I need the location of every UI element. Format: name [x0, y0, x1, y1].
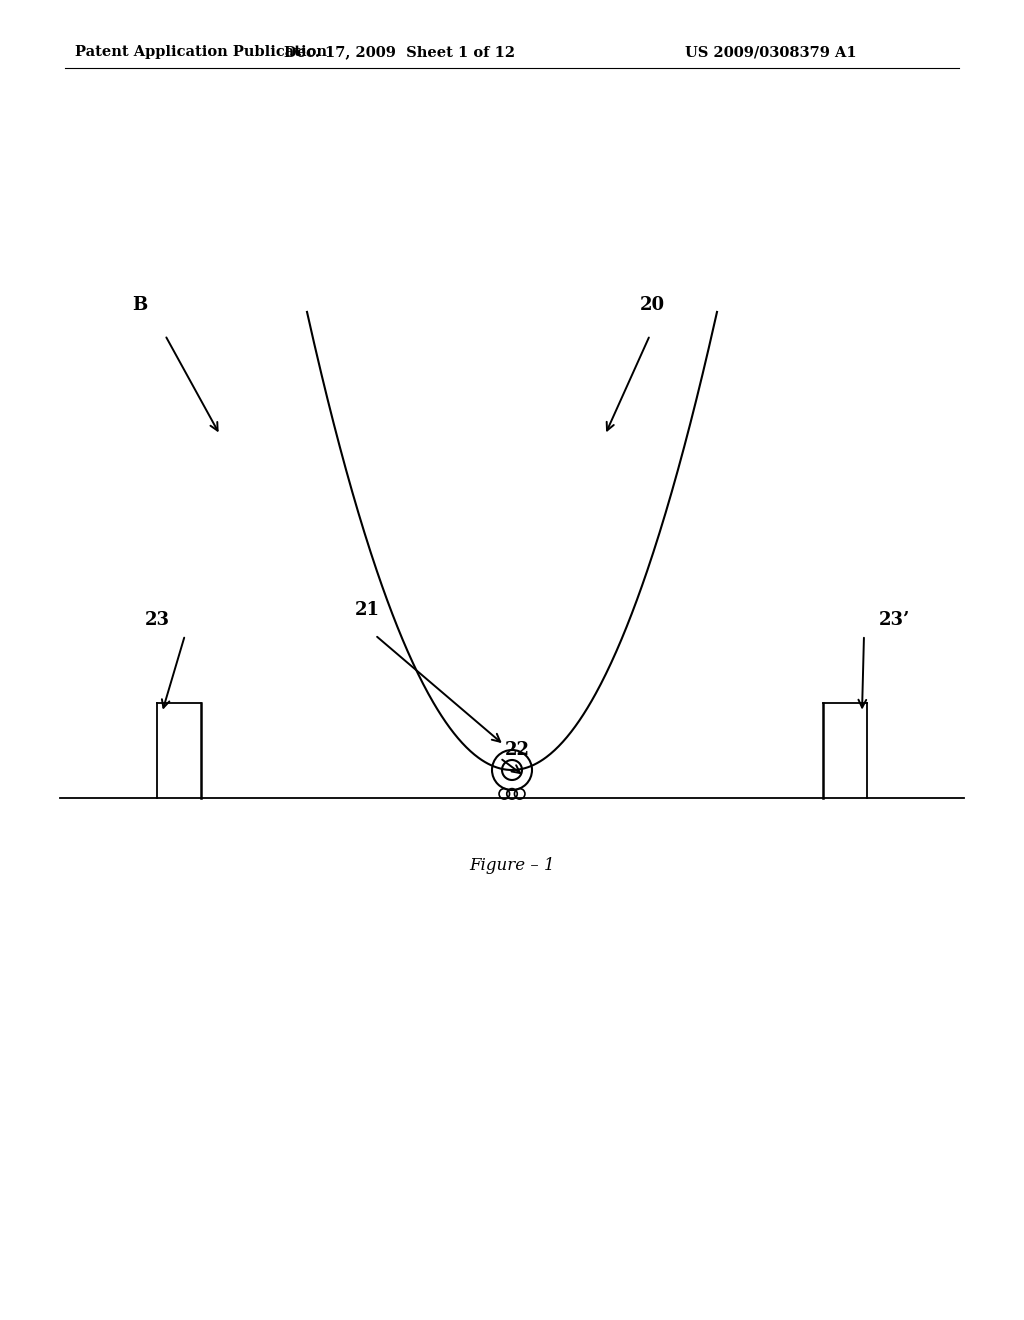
Text: Patent Application Publication: Patent Application Publication: [75, 45, 327, 59]
Text: 23: 23: [145, 611, 170, 630]
Text: 22: 22: [505, 741, 530, 759]
Text: Figure – 1: Figure – 1: [469, 857, 555, 874]
Text: B: B: [132, 296, 147, 314]
Text: 21: 21: [355, 601, 380, 619]
Text: 23’: 23’: [879, 611, 910, 630]
Text: 20: 20: [640, 296, 666, 314]
Text: US 2009/0308379 A1: US 2009/0308379 A1: [685, 45, 857, 59]
Text: Dec. 17, 2009  Sheet 1 of 12: Dec. 17, 2009 Sheet 1 of 12: [285, 45, 515, 59]
